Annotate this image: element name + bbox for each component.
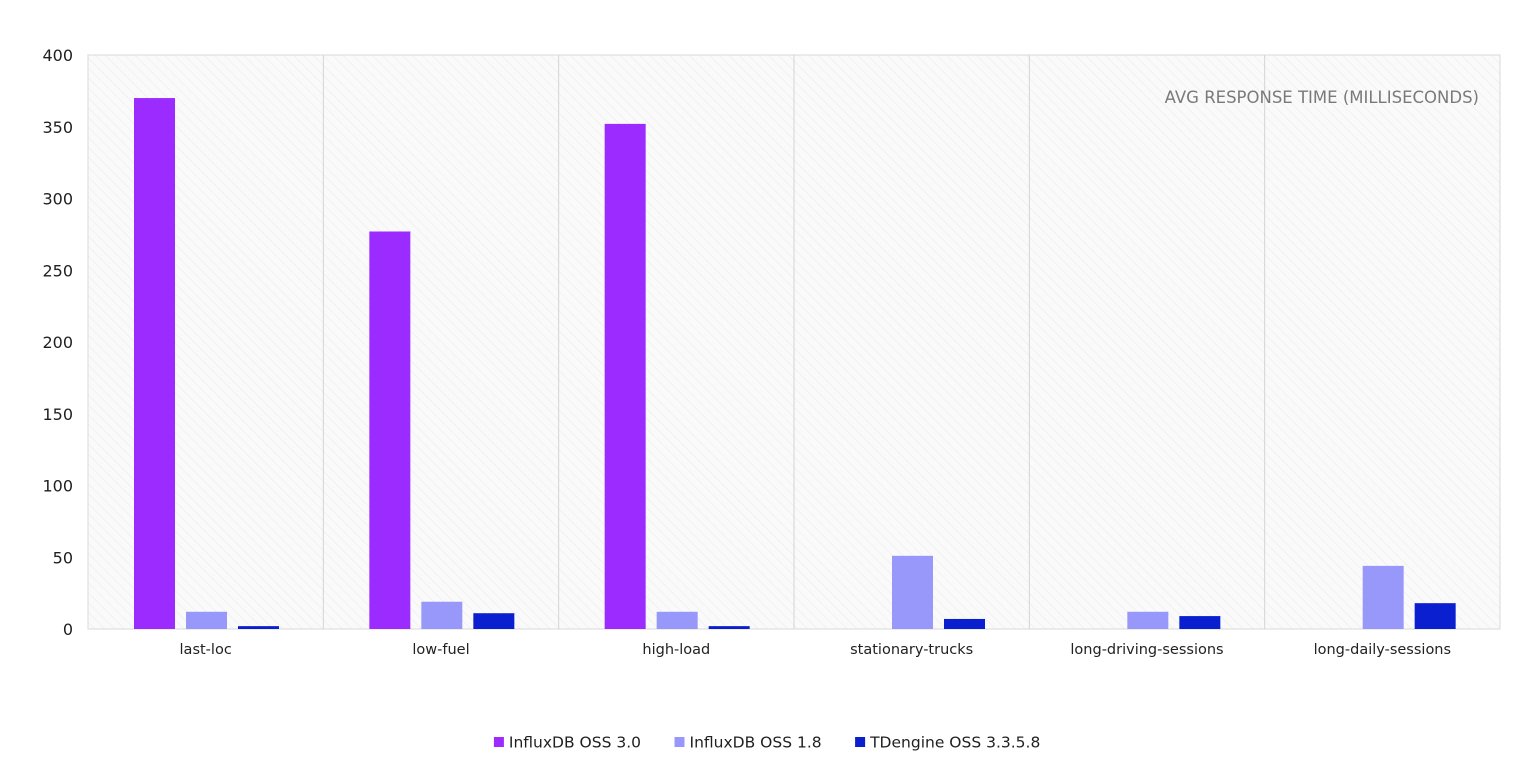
bars [134,98,1456,630]
y-tick-label: 400 [42,46,73,65]
bar-low-fuel-series-2 [473,613,515,629]
x-tick-label: stationary-trucks [850,642,973,658]
bar-high-load-series-0 [604,123,646,629]
bar-low-fuel-series-1 [421,601,463,629]
y-tick-label: 250 [42,261,73,280]
y-tick-label: 200 [42,333,73,352]
bar-stationary-trucks-series-1 [892,555,933,629]
legend: InfluxDB OSS 3.0 InfluxDB OSS 1.8 TDengine… [493,734,1040,752]
category-separators [322,55,1266,629]
y-axis: 0 50 100 150 200 250 300 350 400 [42,46,73,639]
bar-last-loc-series-1 [186,611,227,629]
y-tick-label: 350 [42,118,73,137]
x-axis: last-loc low-fuel high-load stationary-truc… [180,642,1452,658]
bar-long-daily-sessions-series-2 [1414,603,1456,629]
chart-annotation: AVG RESPONSE TIME (MILLISECONDS) [1165,88,1479,107]
bar-long-daily-sessions-series-1 [1362,565,1404,629]
bar-long-driving-sessions-series-2 [1179,616,1221,629]
y-tick-label: 50 [53,548,73,567]
bar-last-loc-series-0 [134,98,175,630]
legend-swatch [493,737,504,747]
x-tick-label: long-driving-sessions [1070,642,1223,658]
x-tick-label: low-fuel [412,642,469,658]
y-tick-label: 0 [63,620,73,639]
bar-stationary-trucks-series-2 [944,618,985,629]
y-tick-label: 100 [42,477,73,496]
bar-high-load-series-1 [656,611,698,629]
legend-label: InfluxDB OSS 1.8 [690,734,822,752]
legend-label: InfluxDB OSS 3.0 [509,734,641,752]
bar-low-fuel-series-0 [369,231,411,629]
bar-last-loc-series-2 [238,626,279,629]
legend-label: TDengine OSS 3.3.5.8 [869,734,1040,752]
legend-swatch [674,737,685,747]
bar-long-driving-sessions-series-1 [1127,611,1169,629]
y-tick-label: 150 [42,405,73,424]
x-tick-label: last-loc [180,642,232,658]
bar-high-load-series-2 [708,626,750,629]
legend-swatch [855,737,866,747]
x-tick-label: long-daily-sessions [1314,642,1451,658]
x-tick-label: high-load [642,642,710,658]
y-tick-label: 300 [42,190,73,209]
